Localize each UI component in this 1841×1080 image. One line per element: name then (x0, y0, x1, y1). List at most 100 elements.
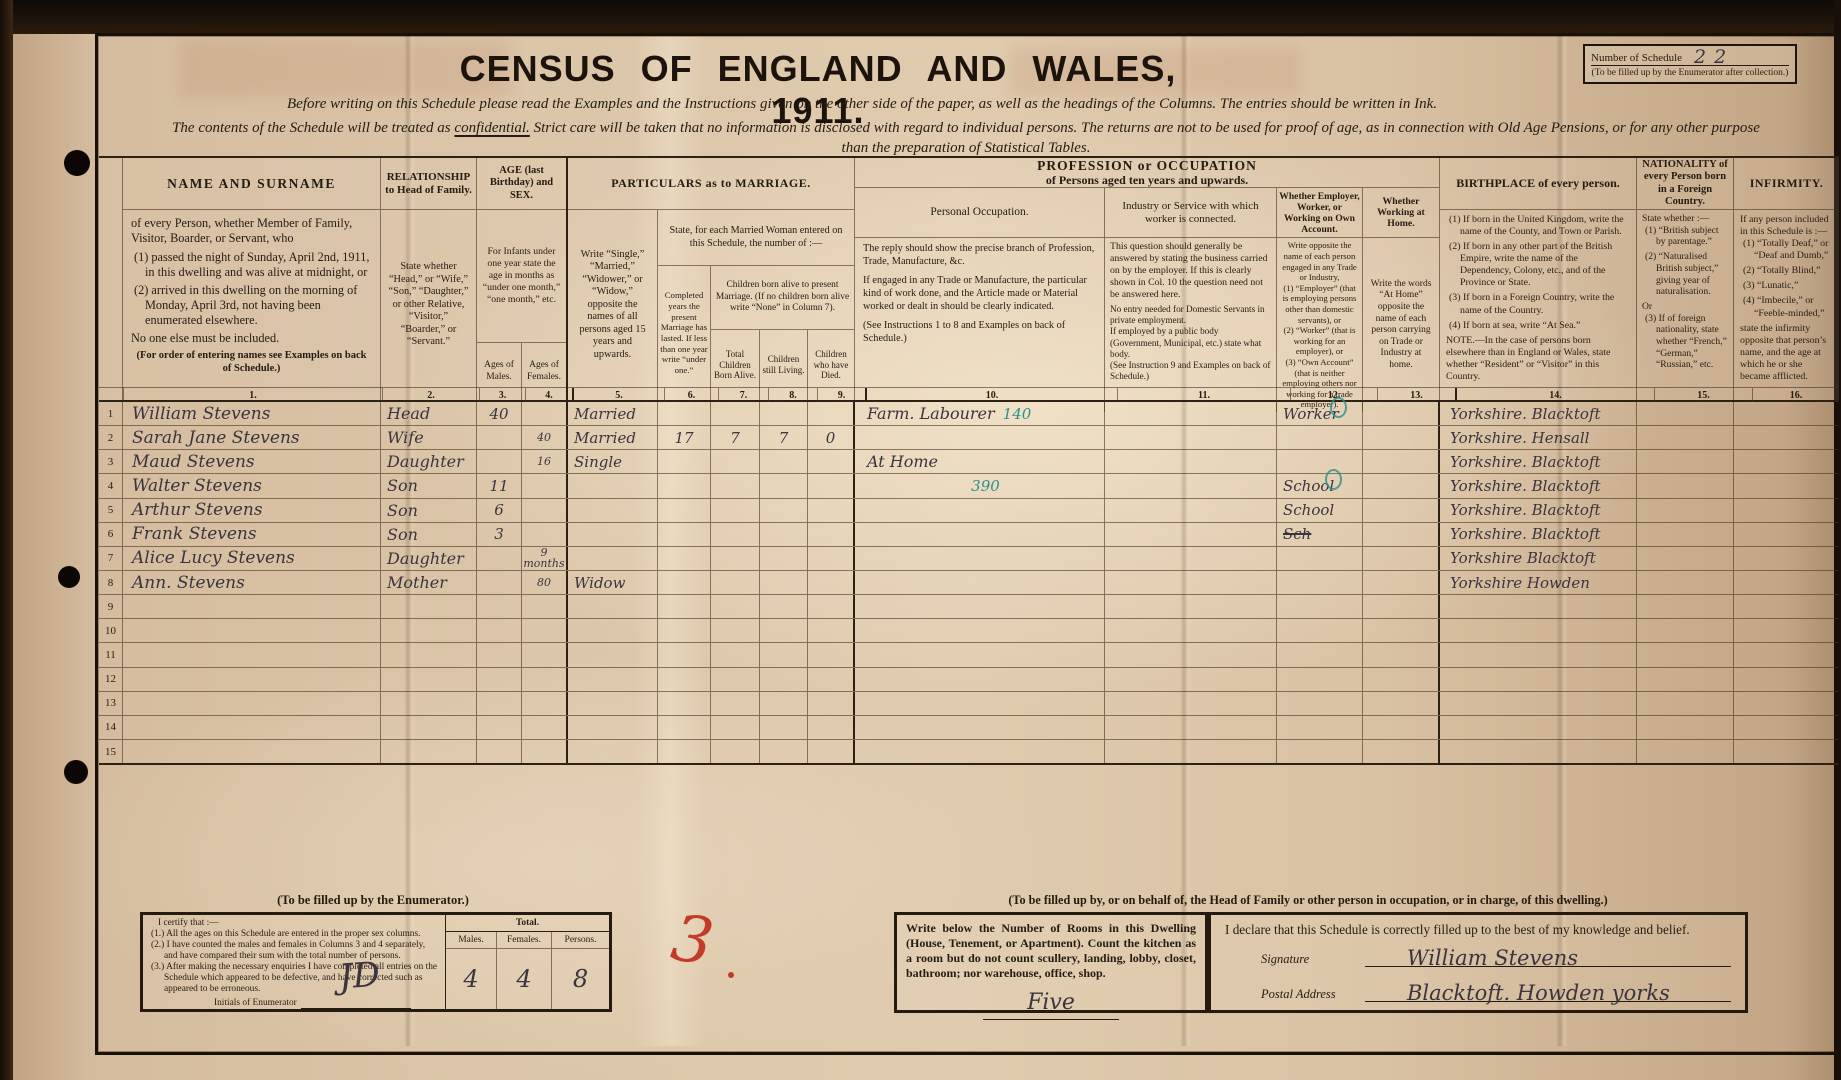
row-number: 9 (99, 595, 123, 619)
punch-hole (64, 760, 88, 784)
cell-nationality (1637, 643, 1734, 667)
column-nationality-title: NATIONALITY of every Person born in a Fo… (1637, 158, 1733, 210)
intro-line-3: than the preparation of Statistical Tabl… (841, 140, 1091, 156)
cell-children-living (760, 619, 808, 643)
scan-edge-right (1834, 0, 1841, 1080)
schedule-number-label: Number of Schedule (1591, 52, 1683, 64)
employer-d1: Write opposite the name of each person e… (1282, 240, 1357, 283)
column-birthplace-title: BIRTHPLACE of every person. (1440, 158, 1636, 210)
cell-children-living (760, 474, 808, 498)
column-nationality: NATIONALITY of every Person born in a Fo… (1637, 158, 1734, 400)
cell-infirmity (1734, 595, 1839, 618)
initials-label: Initials of Enumerator (214, 998, 297, 1008)
colnum-5: 5. (574, 388, 665, 402)
row-number: 3 (99, 450, 123, 474)
cell-industry (1105, 402, 1277, 426)
cell-at-home (1363, 643, 1440, 667)
cell-occupation (855, 522, 1105, 546)
cell-at-home (1363, 450, 1440, 474)
rooms-box: Write below the Number of Rooms in this … (894, 912, 1208, 1020)
cell-age-male (477, 619, 522, 643)
cell-marriage-years (658, 474, 711, 498)
cell-children-born (711, 643, 760, 667)
infirmity-i1: (1) “Totally Deaf,” or “Deaf and Dumb,” (1743, 238, 1829, 262)
nationality-n3: (3) If of foreign nationality, state whe… (1645, 312, 1727, 371)
column-row-number (99, 158, 123, 400)
cell-age-female: 16 (522, 450, 568, 474)
cell-occupation (855, 595, 1105, 619)
cell-children-died (808, 715, 855, 739)
punch-hole (58, 566, 80, 588)
schedule-number-note: (To be filled up by the Enumerator after… (1591, 68, 1789, 78)
infirmity-outro: state the infirmity opposite that person… (1740, 322, 1827, 382)
cell-nationality (1637, 595, 1734, 619)
colnum-7: 7. (719, 388, 769, 402)
row-number: 2 (99, 426, 123, 450)
cell-nationality (1637, 402, 1734, 426)
totals-table: Total. Males. Females. Persons. 4 4 8 (446, 915, 609, 1009)
cell-children-living (760, 450, 808, 474)
cell-age-male (477, 450, 522, 474)
signature-value: William Stevens (1407, 946, 1579, 970)
cell-relationship: Head (381, 402, 477, 426)
cell-name (123, 595, 381, 619)
personal-occupation-d1: The reply should show the precise branch… (863, 243, 1095, 267)
cell-at-home (1363, 402, 1440, 426)
cell-nationality (1637, 522, 1734, 546)
row-number: 13 (99, 691, 123, 715)
cell-occupation (855, 570, 1105, 595)
cell-infirmity (1734, 716, 1839, 739)
cell-industry (1105, 691, 1277, 715)
colnum-8: 8. (769, 388, 818, 402)
cell-employer-status (1277, 595, 1363, 619)
cell-birthplace (1440, 691, 1637, 715)
cell-industry (1105, 498, 1277, 522)
colnum-12: 12. (1291, 388, 1378, 402)
cell-industry (1105, 619, 1277, 643)
cell-relationship: Son (381, 474, 477, 498)
cell-children-died (808, 546, 855, 570)
column-marriage-title: PARTICULARS as to MARRIAGE. (568, 158, 854, 210)
column-personal-occupation: Personal Occupation. The reply should sh… (855, 188, 1105, 413)
enumerator-certification: I certify that :— (1.) All the ages on t… (143, 915, 446, 1009)
cell-employer-status (1277, 643, 1363, 667)
cell-relationship: Mother (381, 570, 477, 595)
column-age: AGE (last Birthday) and SEX. For Infants… (477, 158, 568, 400)
colnum-2: 2. (383, 388, 480, 402)
cell-relationship (381, 595, 477, 619)
cell-children-living (760, 498, 808, 522)
cell-children-died (808, 667, 855, 691)
cell-children-died (808, 450, 855, 474)
cell-children-living: 7 (760, 426, 808, 450)
row-number: 6 (99, 522, 123, 546)
cell-at-home (1363, 522, 1440, 546)
column-marriage-completed: Completed years the present Marriage has… (658, 266, 711, 400)
column-industry: Industry or Service with which worker is… (1105, 188, 1277, 413)
cell-employer-status (1277, 715, 1363, 739)
cell-nationality (1637, 426, 1734, 450)
column-employer: Whether Employer, Worker, or Working on … (1277, 188, 1363, 413)
cell-infirmity (1734, 499, 1839, 522)
cell-at-home (1363, 691, 1440, 715)
cell-industry (1105, 522, 1277, 546)
cell-marriage (568, 498, 658, 522)
cell-birthplace: Yorkshire. Blacktoft (1440, 474, 1637, 498)
row-number: 14 (99, 715, 123, 739)
cell-children-living (760, 522, 808, 546)
column-infirmity: INFIRMITY. If any person included in thi… (1734, 158, 1839, 400)
colnum-blank (99, 388, 124, 402)
cell-occupation (855, 739, 1105, 764)
table-row: 7 Alice Lucy Stevens Daughter 9 months Y… (99, 546, 1839, 571)
cell-children-died (808, 739, 855, 764)
cell-age-male (477, 595, 522, 619)
cell-relationship: Wife (381, 426, 477, 450)
column-employer-title: Whether Employer, Worker, or Working on … (1277, 188, 1362, 239)
cell-children-born (711, 474, 760, 498)
cell-children-living (760, 691, 808, 715)
cell-name: Arthur Stevens (123, 498, 381, 522)
cell-nationality (1637, 498, 1734, 522)
nationality-n2: (2) “Naturalised British subject,” givin… (1645, 251, 1719, 298)
cell-age-female (522, 522, 568, 546)
cell-marriage (568, 522, 658, 546)
colnum-6: 6. (665, 388, 719, 402)
